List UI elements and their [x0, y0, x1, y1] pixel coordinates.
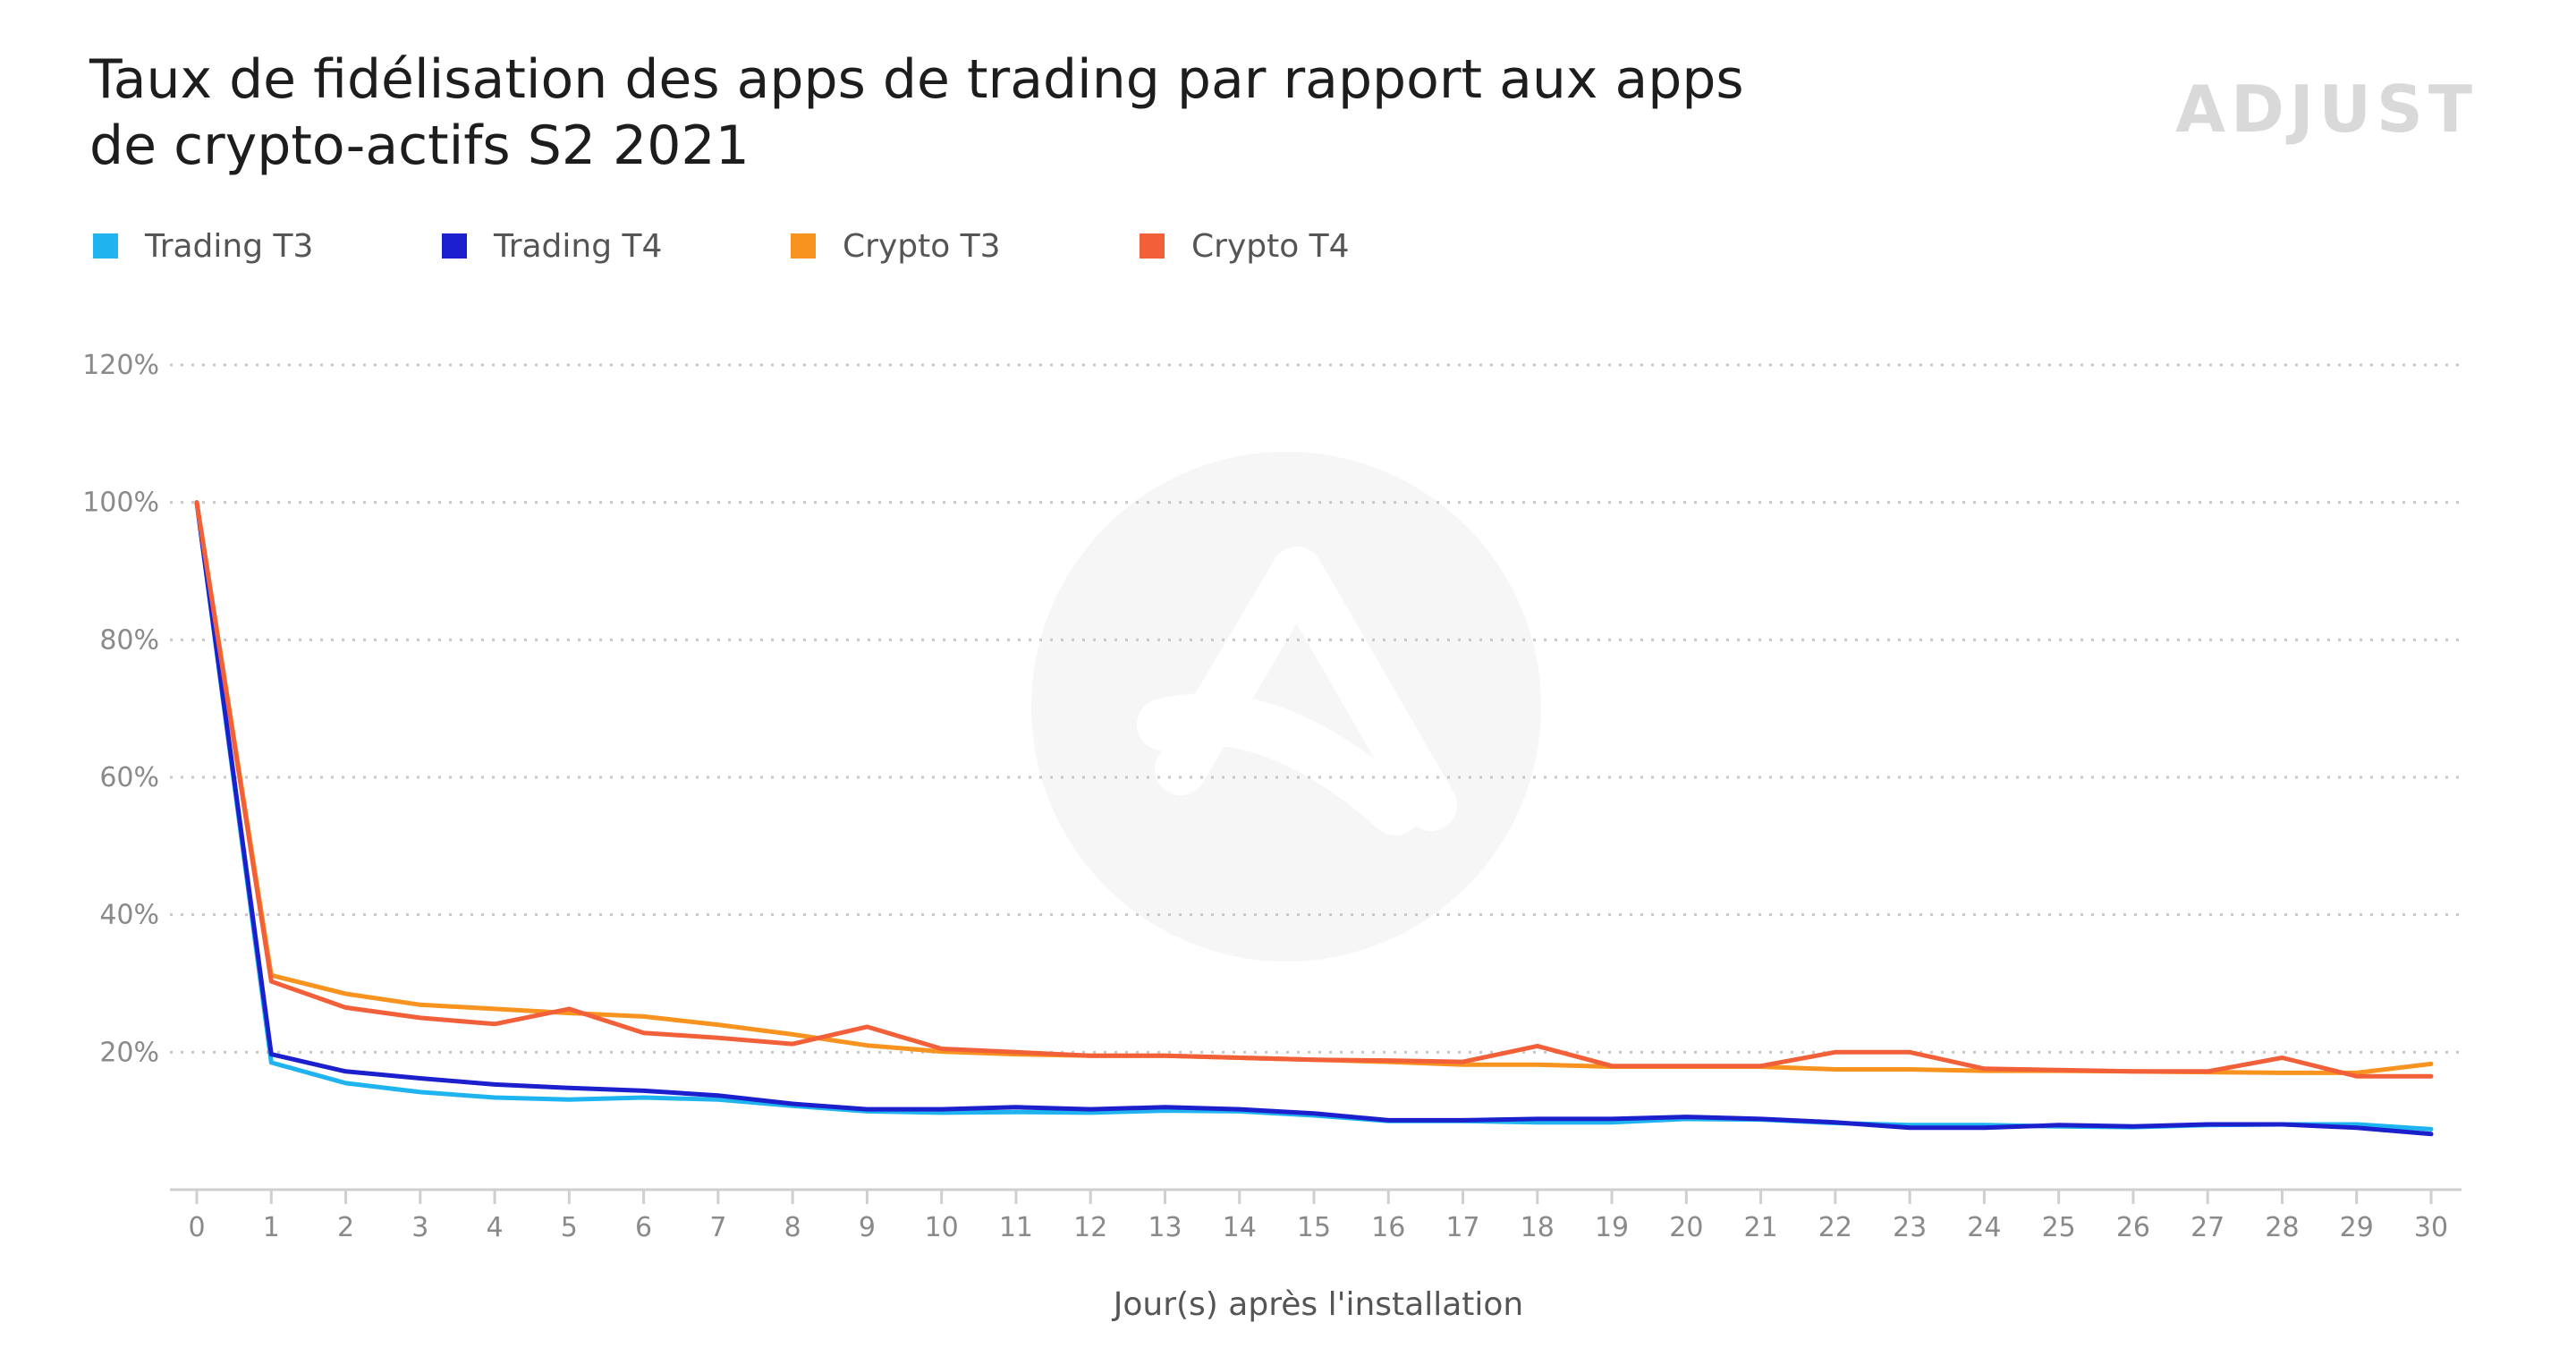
x-tick-label: 21	[1744, 1212, 1778, 1243]
x-tick-label: 0	[188, 1212, 205, 1243]
y-tick-label: 100%	[82, 487, 159, 519]
y-tick-label: 120%	[82, 350, 159, 381]
x-axis: 0 1 2 3 4 5 6 7 8 9 10 11 12 13 14 15 16 17 18 19 20 21 22 23 24…	[170, 1188, 2462, 1243]
legend-label-trading-t4: Trading T4	[494, 227, 663, 265]
x-tick-label: 20	[1669, 1212, 1703, 1243]
y-tick-label: 60%	[99, 762, 159, 793]
series-line-trading-t4	[194, 500, 2434, 1137]
x-tick-label: 27	[2190, 1212, 2224, 1243]
legend-item-trading-t3[interactable]: Trading T3	[93, 227, 314, 265]
x-tick-label: 3	[411, 1212, 428, 1243]
x-tick-label: 23	[1893, 1212, 1927, 1243]
x-tick-label: 5	[561, 1212, 578, 1243]
legend-swatch-crypto-t4	[1140, 233, 1165, 259]
adjust-watermark-icon	[1031, 452, 1541, 962]
x-tick-label: 15	[1297, 1212, 1331, 1243]
legend-swatch-trading-t3	[93, 233, 118, 259]
series-line-crypto-t4	[194, 500, 2434, 1079]
x-tick-label: 4	[487, 1212, 504, 1243]
y-tick-label: 40%	[99, 900, 159, 931]
x-tick-label: 13	[1148, 1212, 1182, 1243]
legend-label-trading-t3: Trading T3	[145, 227, 314, 265]
x-tick-label: 8	[784, 1212, 801, 1243]
adjust-logo: ADJUST	[2175, 72, 2478, 147]
legend-swatch-crypto-t3	[791, 233, 816, 259]
x-tick-label: 16	[1371, 1212, 1405, 1243]
x-tick-label: 10	[925, 1212, 959, 1243]
x-tick-label: 22	[1818, 1212, 1852, 1243]
x-tick-label: 2	[337, 1212, 354, 1243]
legend-label-crypto-t3: Crypto T3	[843, 227, 1001, 265]
x-tick-label: 7	[709, 1212, 726, 1243]
x-tick-label: 26	[2116, 1212, 2150, 1243]
legend-item-trading-t4[interactable]: Trading T4	[442, 227, 663, 265]
legend-label-crypto-t4: Crypto T4	[1191, 227, 1350, 265]
chart-title-line-1: Taux de fidélisation des apps de trading…	[89, 48, 1744, 111]
x-tick-label: 9	[859, 1212, 876, 1243]
x-tick-label: 11	[999, 1212, 1033, 1243]
x-tick-label: 6	[635, 1212, 652, 1243]
x-tick-label: 18	[1521, 1212, 1555, 1243]
x-tick-label: 12	[1073, 1212, 1107, 1243]
legend-item-crypto-t3[interactable]: Crypto T3	[791, 227, 1001, 265]
legend-item-crypto-t4[interactable]: Crypto T4	[1140, 227, 1350, 265]
x-axis-title: Jour(s) après l'installation	[1112, 1286, 1524, 1323]
chart-title: Taux de fidélisation des apps de trading…	[89, 47, 1878, 179]
x-tick-label: 19	[1595, 1212, 1629, 1243]
chart-title-line-2: de crypto-actifs S2 2021	[89, 114, 750, 177]
legend-swatch-trading-t4	[442, 233, 467, 259]
x-tick-label: 25	[2042, 1212, 2076, 1243]
y-tick-label: 20%	[99, 1037, 159, 1068]
x-tick-label: 17	[1445, 1212, 1479, 1243]
x-tick-label: 30	[2414, 1212, 2448, 1243]
y-axis-ticks: 20% 40% 60% 80% 100% 120%	[82, 350, 159, 1068]
x-tick-label: 28	[2265, 1212, 2299, 1243]
x-tick-label: 29	[2340, 1212, 2374, 1243]
y-tick-label: 80%	[99, 624, 159, 656]
x-tick-label: 1	[263, 1212, 280, 1243]
x-tick-label: 14	[1223, 1212, 1257, 1243]
series-lines	[194, 500, 2434, 1137]
x-tick-label: 24	[1967, 1212, 2001, 1243]
